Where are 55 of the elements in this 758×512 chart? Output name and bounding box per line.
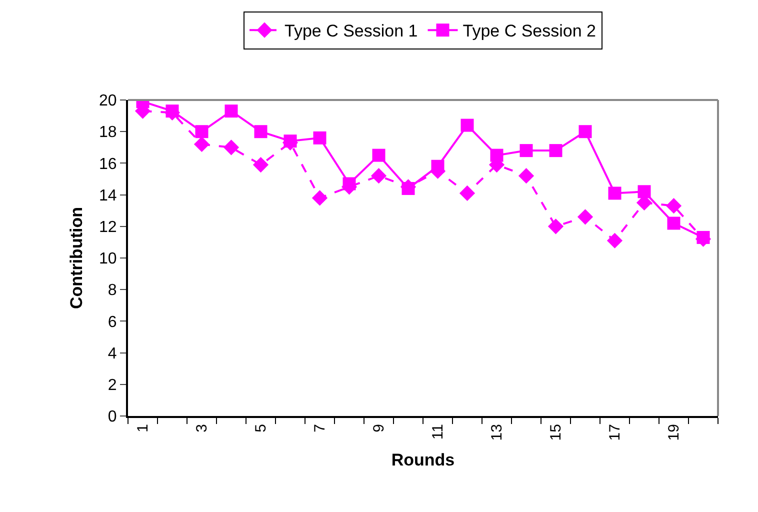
point xyxy=(284,134,297,148)
y-tick-label: 20 xyxy=(99,92,117,110)
point xyxy=(223,140,240,156)
legend-label: Type C Session 1 xyxy=(284,22,418,41)
legend-label: Type C Session 2 xyxy=(462,22,596,41)
y-tick-label: 16 xyxy=(99,156,117,173)
point xyxy=(520,144,533,158)
point xyxy=(638,185,651,198)
point xyxy=(666,198,682,214)
point xyxy=(224,104,238,118)
point xyxy=(195,125,208,138)
x-tick-label: 15 xyxy=(548,424,565,441)
y-tick-label: 12 xyxy=(99,219,117,236)
point xyxy=(431,160,444,173)
y-tick-label: 6 xyxy=(108,314,117,331)
y-tick-label: 0 xyxy=(108,408,117,426)
point xyxy=(252,156,269,173)
point xyxy=(313,131,326,144)
x-tick-label: 11 xyxy=(430,424,447,440)
x-tick-label: 9 xyxy=(370,424,388,432)
x-tick-label: 1 xyxy=(134,424,152,432)
y-tick-label: 4 xyxy=(108,345,117,362)
y-tick-label: 2 xyxy=(108,377,117,394)
x-tick-label: 5 xyxy=(252,424,270,432)
x-tick-label: 17 xyxy=(606,424,624,441)
point xyxy=(608,186,622,200)
point xyxy=(254,125,268,138)
point xyxy=(402,182,415,195)
point xyxy=(372,148,386,162)
x-tick-label: 7 xyxy=(312,424,329,432)
point xyxy=(194,136,210,152)
point xyxy=(577,209,594,225)
y-tick-label: 8 xyxy=(108,282,117,300)
point xyxy=(548,218,564,234)
x-tick-label: 13 xyxy=(488,424,506,441)
x-tick-label: 3 xyxy=(194,424,211,432)
y-axis-title: Contribution xyxy=(67,207,86,309)
point xyxy=(342,177,356,190)
point xyxy=(606,232,623,248)
point xyxy=(490,148,504,162)
point xyxy=(166,104,179,118)
point xyxy=(460,118,474,132)
point xyxy=(459,185,476,202)
y-tick-label: 14 xyxy=(99,187,117,204)
point xyxy=(549,144,562,158)
point xyxy=(696,230,710,244)
point xyxy=(518,168,534,184)
point xyxy=(312,190,328,206)
y-tick-label: 10 xyxy=(99,250,117,268)
x-tick-label: 19 xyxy=(666,424,683,441)
point xyxy=(667,216,680,230)
y-tick-label: 18 xyxy=(99,124,117,142)
point xyxy=(578,125,592,138)
x-axis-title: Rounds xyxy=(391,450,455,470)
point xyxy=(370,168,387,184)
